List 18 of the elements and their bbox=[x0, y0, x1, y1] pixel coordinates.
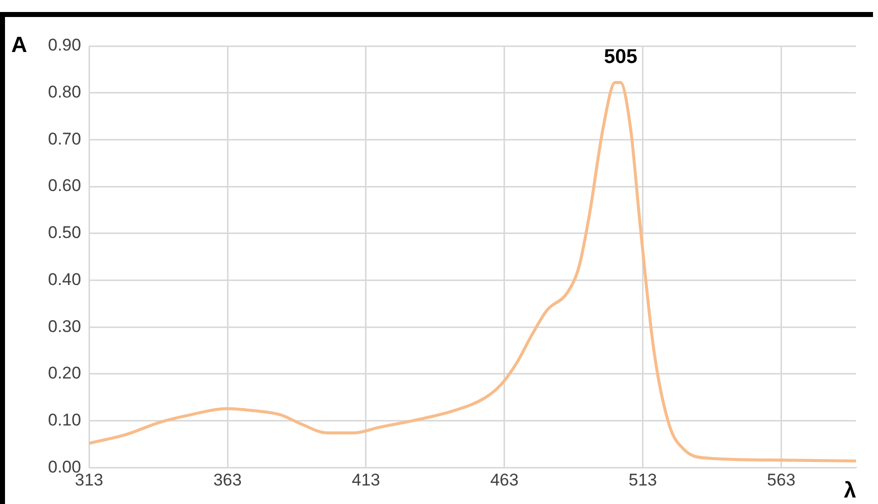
x-tick-label: 563 bbox=[767, 470, 796, 490]
x-tick-label: 413 bbox=[352, 470, 380, 490]
y-tick-label: 0.20 bbox=[48, 364, 82, 383]
line-series bbox=[89, 81, 856, 463]
y-tick-label: 0.30 bbox=[48, 316, 82, 336]
annotation: 505 bbox=[604, 46, 638, 68]
x-tick-label: 513 bbox=[628, 470, 657, 490]
x-tick-label: 463 bbox=[490, 470, 519, 490]
y-tick-label: 0.80 bbox=[48, 82, 82, 102]
x-axis-title: λ bbox=[844, 478, 856, 503]
y-tick-label: 0.40 bbox=[48, 270, 82, 289]
y-tick-label: 0.50 bbox=[48, 223, 82, 242]
y-tick-label: 0.90 bbox=[48, 36, 82, 55]
x-tick-label: 363 bbox=[213, 470, 242, 490]
y-tick-label: 0.10 bbox=[48, 410, 82, 430]
y-tick-label: 0.70 bbox=[48, 129, 82, 148]
y-axis-title: A bbox=[11, 32, 28, 58]
y-tick-label: 0.60 bbox=[48, 176, 82, 196]
